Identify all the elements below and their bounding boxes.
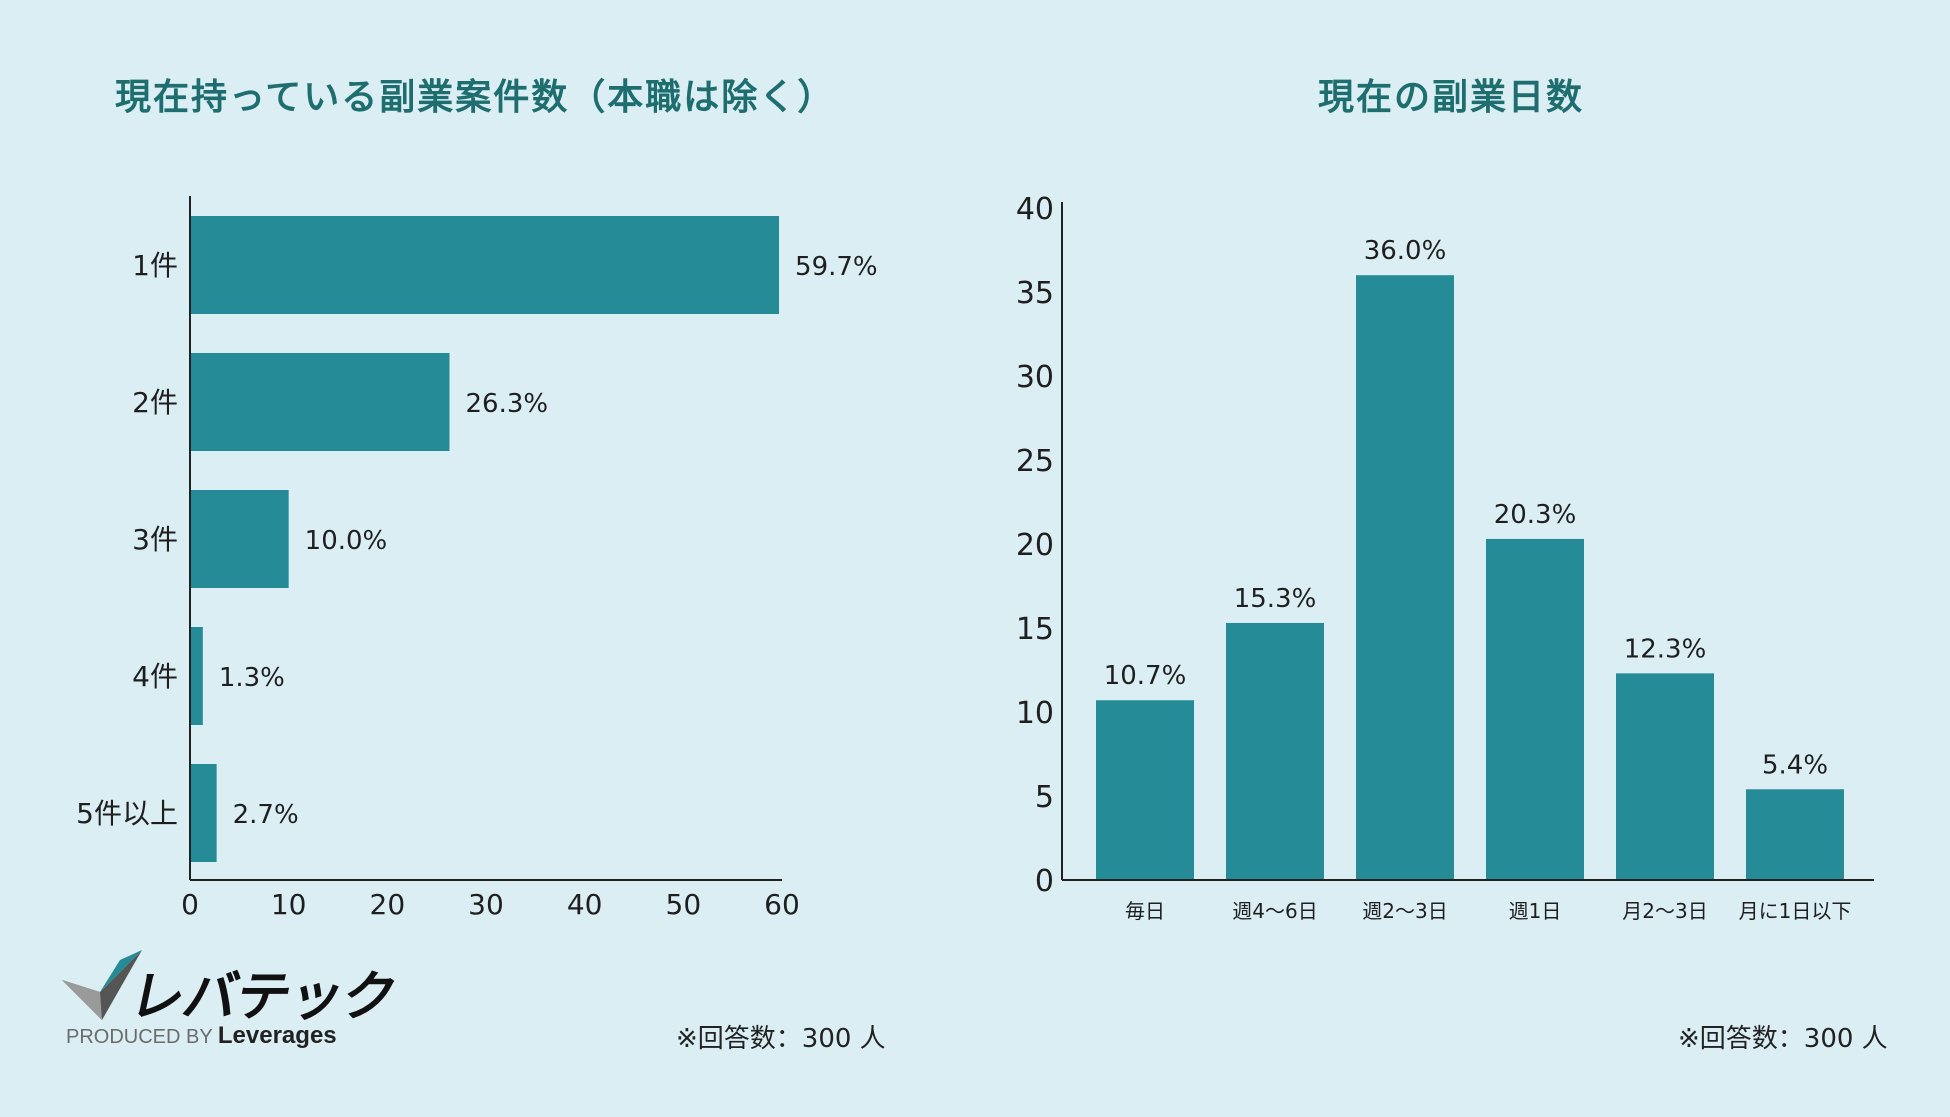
response-count-note-right: ※回答数：300 人 [1678,1024,1888,1054]
response-count-note-left: ※回答数：300 人 [676,1024,886,1054]
category-label: 5件以上 [76,797,178,830]
chart-title-left: 現在持っている副業案件数（本職は除く） [115,77,836,118]
data-label: 59.7% [795,252,878,282]
bar [190,353,450,451]
bar [190,627,203,725]
bar [190,490,289,588]
category-label: 1件 [132,249,178,282]
x-tick-label: 50 [666,888,702,921]
bar [190,216,780,314]
checkmark-logo-icon [62,950,142,1020]
data-label: 26.3% [465,389,548,419]
levtech-logo: レバテック PRODUCED BY Leverages [62,950,403,1050]
category-label: 2件 [132,386,178,419]
data-label: 10.0% [305,526,388,556]
x-tick-label: 20 [370,888,406,921]
category-label: 3件 [132,523,178,556]
logo-subtitle: PRODUCED BY Leverages [66,1022,337,1050]
data-label: 2.7% [233,800,299,830]
x-tick-label: 60 [764,888,800,921]
x-tick-label: 0 [181,888,199,921]
logo-wordmark: レバテック [124,965,403,1028]
x-tick-label: 40 [567,888,603,921]
data-label: 1.3% [219,663,285,693]
bar [190,764,217,862]
chart-title-right: 現在の副業日数 [1318,77,1585,118]
category-label: 4件 [132,660,178,693]
logo-produced-by: PRODUCED BY [66,1026,213,1048]
x-tick-label: 30 [468,888,504,921]
logo-company: Leverages [217,1022,337,1049]
x-tick-label: 10 [271,888,307,921]
